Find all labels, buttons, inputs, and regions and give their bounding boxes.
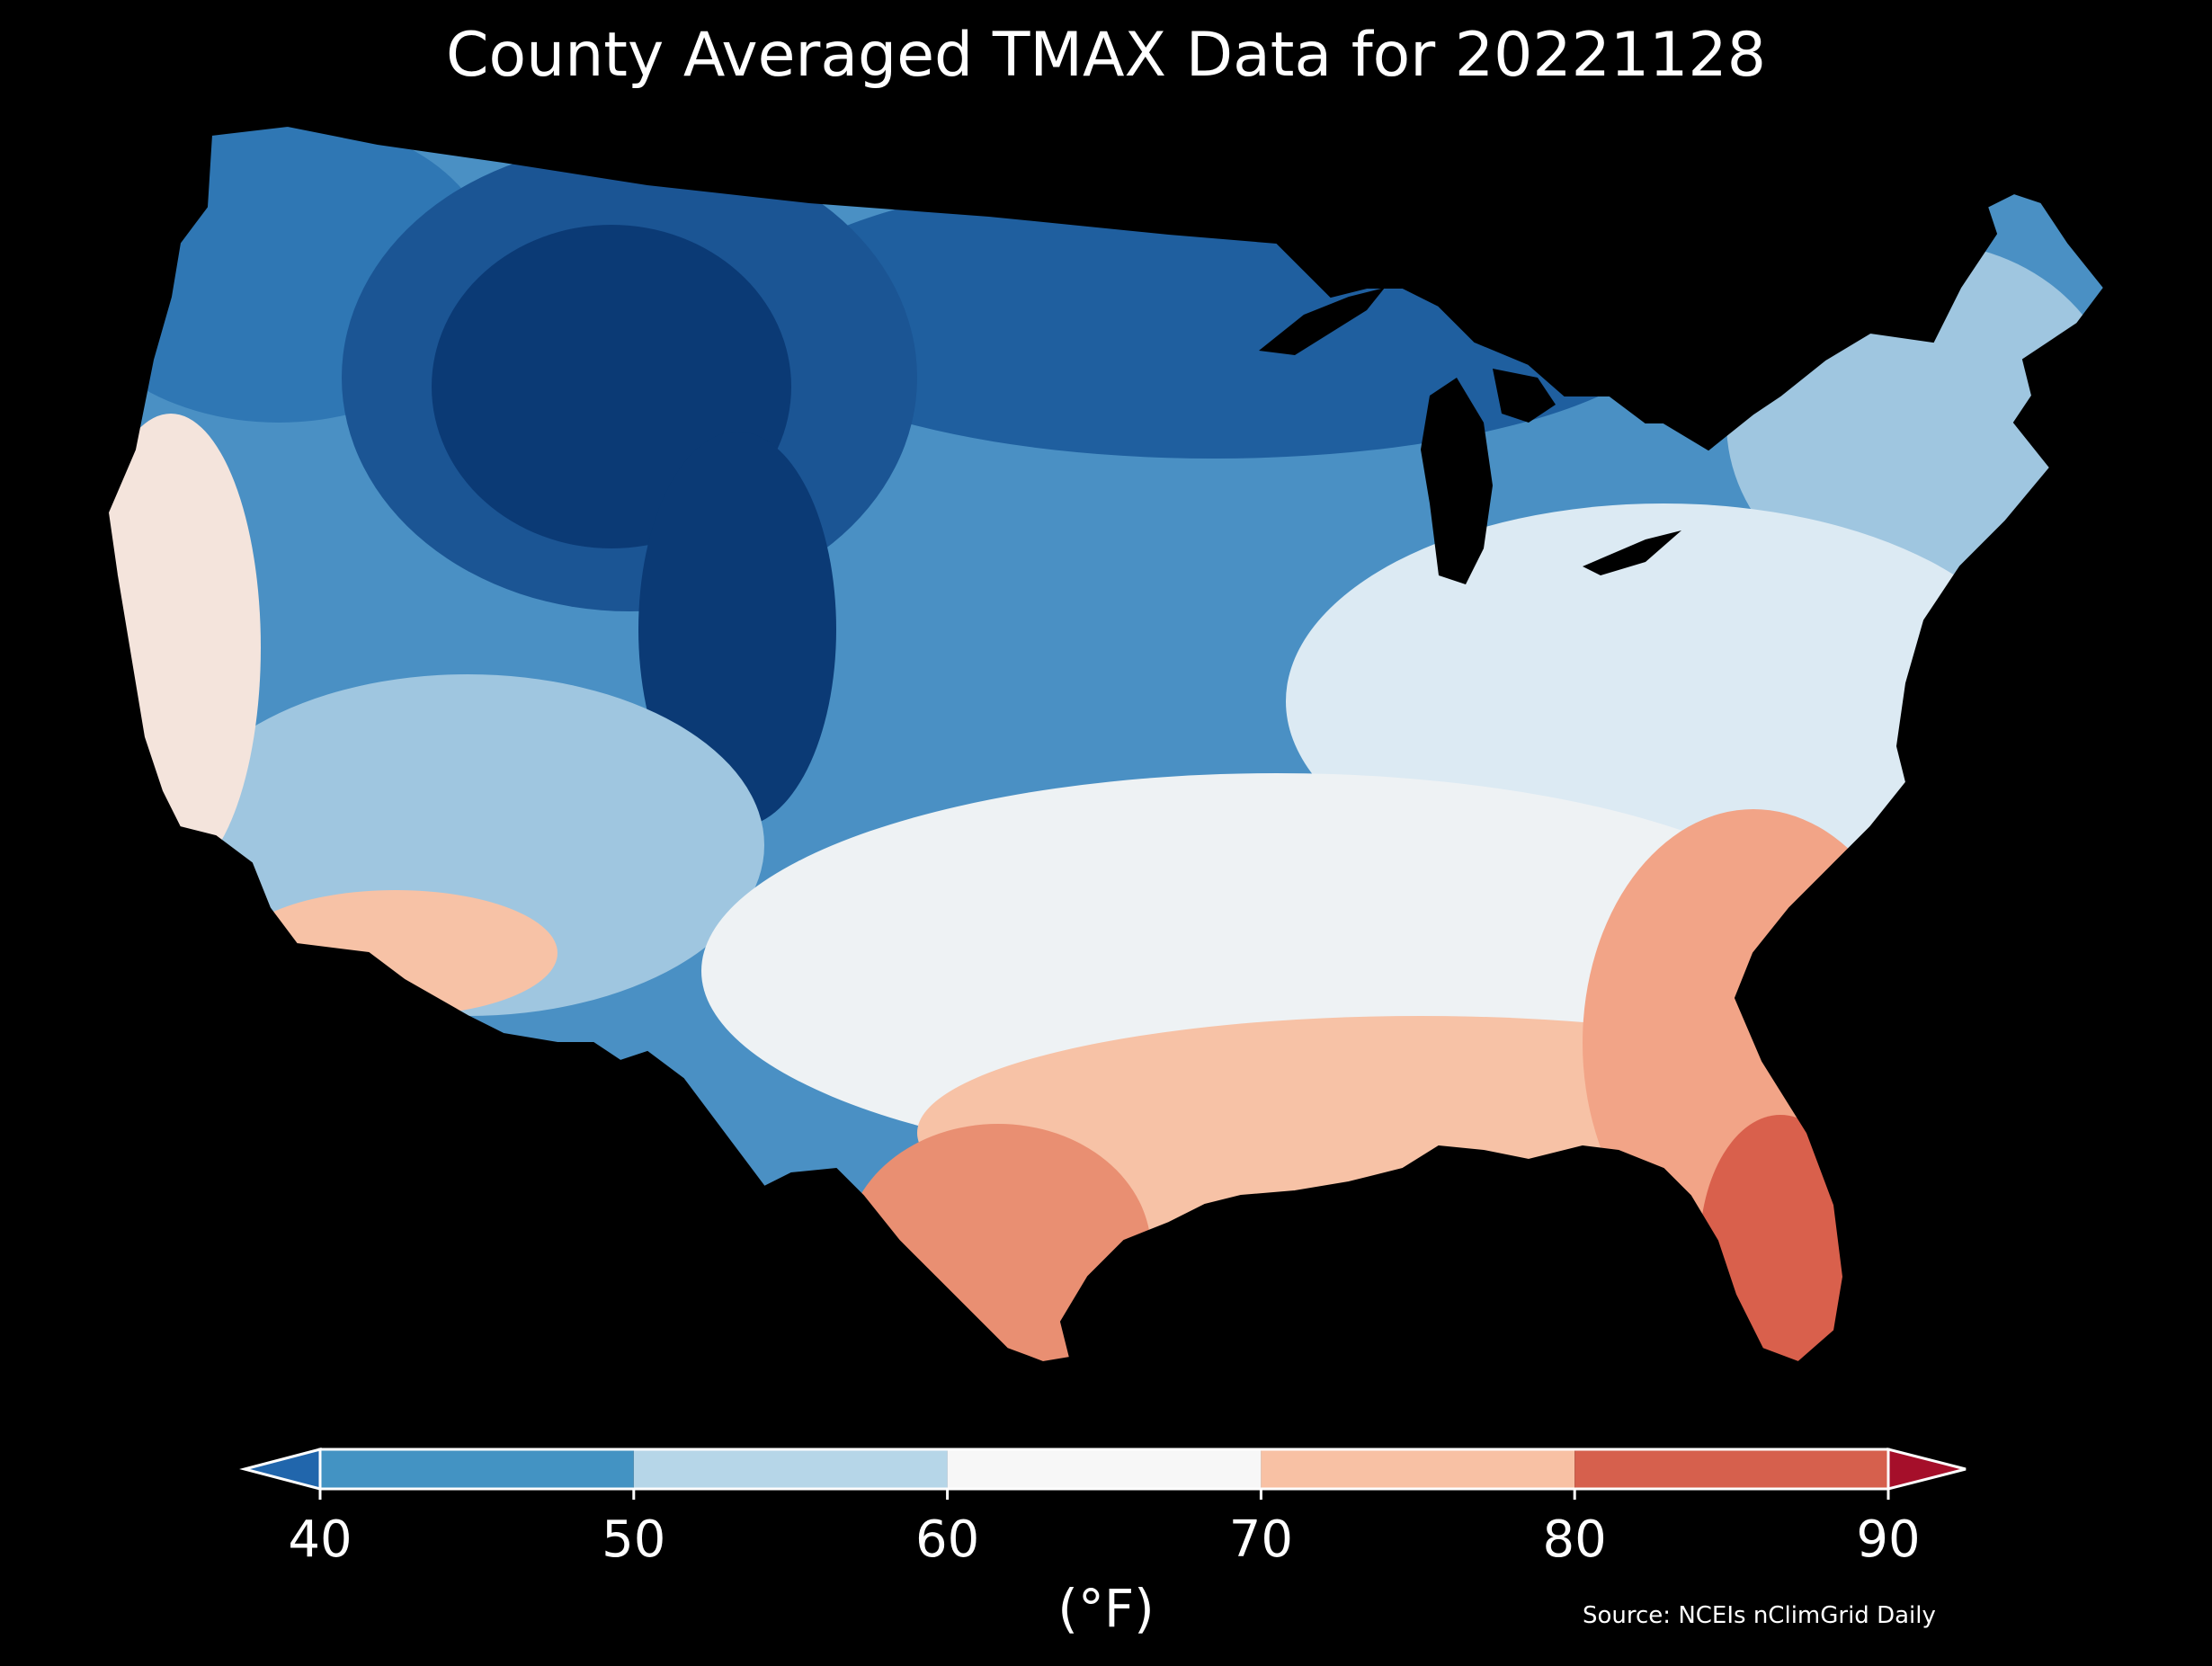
map-title: County Averaged TMAX Data for 20221128 <box>446 20 1766 91</box>
us-outline <box>106 124 2106 1364</box>
colorbar-bin-70-80 <box>1261 1449 1575 1489</box>
lake-erie <box>1583 530 1681 575</box>
colorbar-tick-label: 90 <box>1856 1510 1921 1569</box>
colorbar-bin-40-50 <box>320 1449 634 1489</box>
lake-huron <box>1493 369 1556 423</box>
colorbar-tick-label: 50 <box>602 1510 666 1569</box>
colorbar-tick-label: 40 <box>288 1510 352 1569</box>
colorbar-frame <box>318 1448 1890 1491</box>
colorbar-tick-label: 70 <box>1228 1510 1294 1569</box>
lake-superior <box>1259 288 1385 355</box>
high-plains-cold-spine <box>638 432 836 827</box>
colorbar-tick-label: 60 <box>914 1510 980 1569</box>
colorbar-bin-60-70 <box>947 1449 1262 1489</box>
colorbar-units-label: (°F) <box>1057 1578 1155 1639</box>
colorbar-bin-50-60 <box>633 1449 948 1489</box>
source-note: Source: NCEIs nClimGrid Daily <box>1583 1602 1936 1629</box>
colorbar-under-arrow <box>239 1448 322 1491</box>
colorbar-over-arrow <box>1886 1448 1967 1491</box>
colorbar-bin-80-90 <box>1574 1449 1888 1489</box>
colorbar-tick-label: 80 <box>1542 1510 1607 1569</box>
lake-michigan <box>1421 378 1493 584</box>
